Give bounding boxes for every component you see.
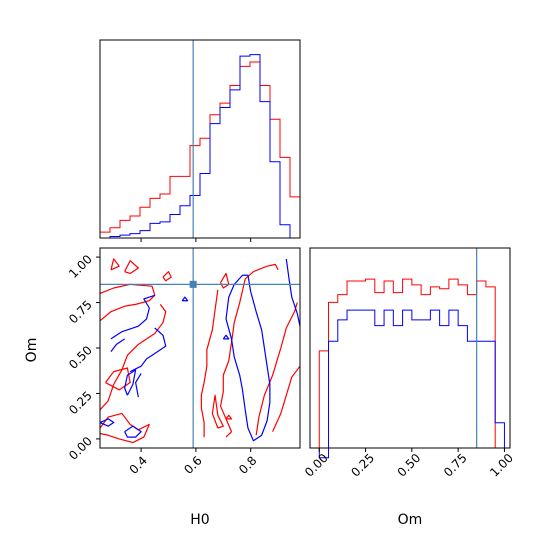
- joint-xtick-label: 0.4: [127, 453, 150, 476]
- red-contour: [272, 365, 300, 432]
- blue-contour: [110, 338, 125, 353]
- blue-contour: [181, 296, 189, 302]
- red-contour: [100, 303, 167, 411]
- blue-contour: [225, 274, 271, 442]
- om-hist-blue-series: [318, 309, 505, 459]
- red-contour: [211, 394, 224, 429]
- red-contour: [124, 260, 139, 275]
- joint-ytick-label: 1.00: [66, 252, 95, 281]
- om-hist-x-axis-label: Om: [398, 512, 423, 528]
- joint-ytick-label: 0.50: [66, 343, 95, 372]
- blue-contour: [222, 334, 230, 340]
- joint-y-axis-label: Om: [24, 338, 40, 363]
- red-contour: [255, 302, 298, 436]
- om-hist-xtick-label: 0.75: [441, 451, 470, 480]
- om-hist-xtick-label: 0.25: [348, 451, 377, 480]
- blue-contour: [110, 294, 155, 340]
- joint-xtick-label: 0.6: [181, 453, 204, 476]
- red-contour: [200, 289, 219, 438]
- red-contour: [110, 258, 120, 271]
- joint-ytick-label: 0.75: [66, 298, 95, 327]
- red-contour: [219, 263, 279, 438]
- om-hist-xtick-label: 1.00: [487, 451, 516, 480]
- blue-contour: [129, 327, 167, 373]
- joint-frame: [99, 247, 301, 449]
- red-contour: [162, 271, 172, 282]
- blue-contour: [100, 418, 115, 427]
- red-contour: [225, 414, 233, 420]
- truth-marker: [189, 280, 197, 288]
- blue-contour: [285, 258, 300, 327]
- h0-hist-frame: [99, 39, 301, 239]
- joint-plot-area: [100, 248, 300, 448]
- om-hist-xtick-label: 0.00: [302, 451, 331, 480]
- h0-histogram-panel: [99, 39, 301, 242]
- om-hist-red-series: [318, 278, 505, 449]
- red-contour: [105, 367, 131, 391]
- blue-contour: [124, 425, 142, 438]
- h0-hist-red-series: [99, 61, 301, 238]
- red-contour: [100, 412, 150, 444]
- om-histogram-panel: 0.00 0.25 0.50 0.75 1.00: [302, 247, 516, 480]
- joint-xtick-label: 0.8: [236, 453, 259, 476]
- joint-ytick-label: 0.00: [66, 434, 95, 463]
- red-contour: [100, 283, 156, 322]
- joint-ytick-label: 0.25: [66, 389, 95, 418]
- om-hist-xtick-label: 0.50: [395, 451, 424, 480]
- red-contour: [220, 272, 230, 289]
- joint-x-axis-label: H0: [190, 512, 209, 528]
- blue-contour: [135, 373, 142, 398]
- h0-hist-blue-series: [100, 54, 300, 239]
- joint-contour-panel: 0.4 0.6 0.8 0.00 0.25 0.50 0.75 1.00: [66, 247, 301, 477]
- blue-contour: [124, 369, 137, 396]
- om-hist-frame: [309, 247, 511, 449]
